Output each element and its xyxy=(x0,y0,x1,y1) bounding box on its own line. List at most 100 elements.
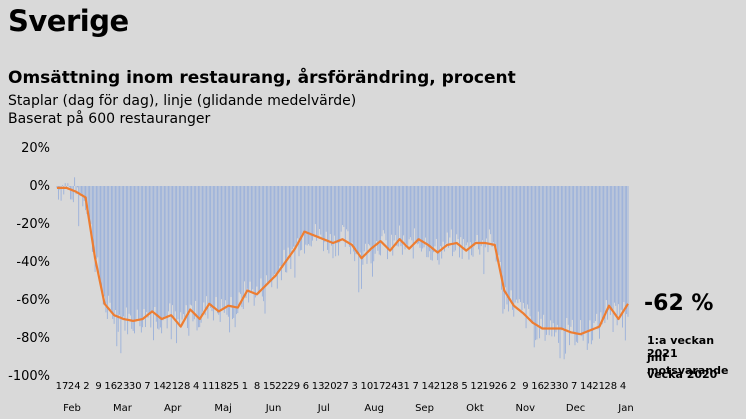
daily-bar xyxy=(75,186,77,195)
daily-bar xyxy=(299,186,301,251)
daily-bar xyxy=(420,186,422,252)
daily-bar xyxy=(343,186,345,227)
daily-bar xyxy=(283,186,285,250)
daily-bar xyxy=(414,186,415,229)
x-tick-label: 14 xyxy=(422,381,435,392)
daily-bar xyxy=(121,186,123,320)
daily-bar xyxy=(524,186,526,309)
daily-bar xyxy=(271,186,273,288)
daily-bar xyxy=(294,186,296,278)
daily-bar xyxy=(135,186,137,320)
month-label: Maj xyxy=(214,403,232,414)
x-tick-label: 25 xyxy=(226,381,239,392)
daily-bar xyxy=(150,186,152,328)
daily-bar xyxy=(132,186,134,331)
daily-bar xyxy=(104,186,105,297)
daily-bar xyxy=(452,186,453,257)
daily-bar xyxy=(196,186,198,331)
daily-bar xyxy=(242,186,244,310)
daily-bar xyxy=(597,186,599,330)
x-tick-label: 28 xyxy=(178,381,191,392)
daily-bar xyxy=(372,186,373,277)
x-tick-label: 20 xyxy=(324,381,337,392)
daily-bar xyxy=(533,186,535,348)
daily-bar xyxy=(308,186,309,244)
daily-bar xyxy=(113,186,115,324)
daily-bar xyxy=(395,186,396,236)
month-label: Dec xyxy=(566,403,585,414)
daily-bar xyxy=(77,186,78,188)
x-tick-label: 13 xyxy=(312,381,325,392)
month-label: Sep xyxy=(415,403,434,414)
daily-bar xyxy=(552,186,554,324)
daily-bar xyxy=(232,186,233,320)
x-tick-label: 29 xyxy=(287,381,300,392)
x-tick-label: 2 xyxy=(83,381,89,392)
x-tick-label: 16 xyxy=(104,381,117,392)
daily-bar xyxy=(286,186,288,273)
daily-bar xyxy=(590,186,592,345)
daily-bar xyxy=(562,186,564,330)
daily-bar xyxy=(567,186,569,325)
daily-bar xyxy=(81,186,82,194)
daily-bar xyxy=(293,186,294,247)
daily-bar xyxy=(222,186,224,308)
daily-bar xyxy=(404,186,406,250)
daily-bar xyxy=(249,186,251,282)
daily-bar xyxy=(275,186,277,276)
daily-bar xyxy=(482,186,483,241)
daily-bar xyxy=(391,186,392,235)
daily-bar xyxy=(317,186,319,239)
daily-bar xyxy=(406,186,407,245)
daily-bar xyxy=(161,186,163,334)
daily-bar xyxy=(102,186,104,305)
daily-bar xyxy=(457,186,459,240)
daily-bar xyxy=(370,186,372,264)
x-tick-label: 7 xyxy=(413,381,419,392)
daily-bar xyxy=(380,186,381,256)
x-tick-label: 7 xyxy=(571,381,577,392)
daily-bar xyxy=(397,186,399,247)
daily-bar xyxy=(373,186,375,262)
daily-bar xyxy=(265,186,267,276)
daily-bar xyxy=(304,186,305,254)
daily-bar xyxy=(525,186,527,329)
daily-bar xyxy=(589,186,591,321)
daily-bar xyxy=(218,186,220,315)
daily-bar xyxy=(332,186,334,259)
daily-bar xyxy=(136,186,138,310)
daily-bar xyxy=(566,186,568,319)
daily-bar xyxy=(206,186,207,297)
daily-bar xyxy=(586,186,588,350)
daily-bar xyxy=(246,186,248,289)
x-tick-label: 5 xyxy=(461,381,467,392)
callout-note-line: 1:a veckan 2021 xyxy=(647,334,715,360)
daily-bar xyxy=(626,186,628,315)
daily-bar xyxy=(226,186,228,315)
daily-bar xyxy=(389,186,391,249)
daily-bar xyxy=(191,186,192,306)
daily-bar xyxy=(423,186,425,248)
daily-bar xyxy=(93,186,95,252)
x-tick-label: 21 xyxy=(592,381,605,392)
daily-bar xyxy=(169,186,171,304)
daily-bar xyxy=(256,186,258,287)
daily-bar xyxy=(459,186,460,258)
chart-subtitle: Omsättning inom restaurang, årsförändrin… xyxy=(8,68,516,88)
daily-bar xyxy=(622,186,623,328)
x-tick-label: 6 xyxy=(303,381,309,392)
x-tick-label: 18 xyxy=(214,381,227,392)
daily-bar xyxy=(134,186,135,334)
x-tick-label: 30 xyxy=(556,381,569,392)
daily-bar xyxy=(573,186,574,333)
chart-description-line: Staplar (dag för dag), linje (glidande m… xyxy=(8,93,357,109)
daily-bar xyxy=(569,186,570,346)
daily-bar xyxy=(178,186,180,327)
daily-bar xyxy=(355,186,357,255)
daily-bar xyxy=(261,186,263,297)
daily-bar xyxy=(331,186,332,246)
daily-bar xyxy=(476,186,478,235)
daily-bar xyxy=(131,186,133,329)
daily-bar xyxy=(180,186,182,313)
daily-bar xyxy=(94,186,96,272)
